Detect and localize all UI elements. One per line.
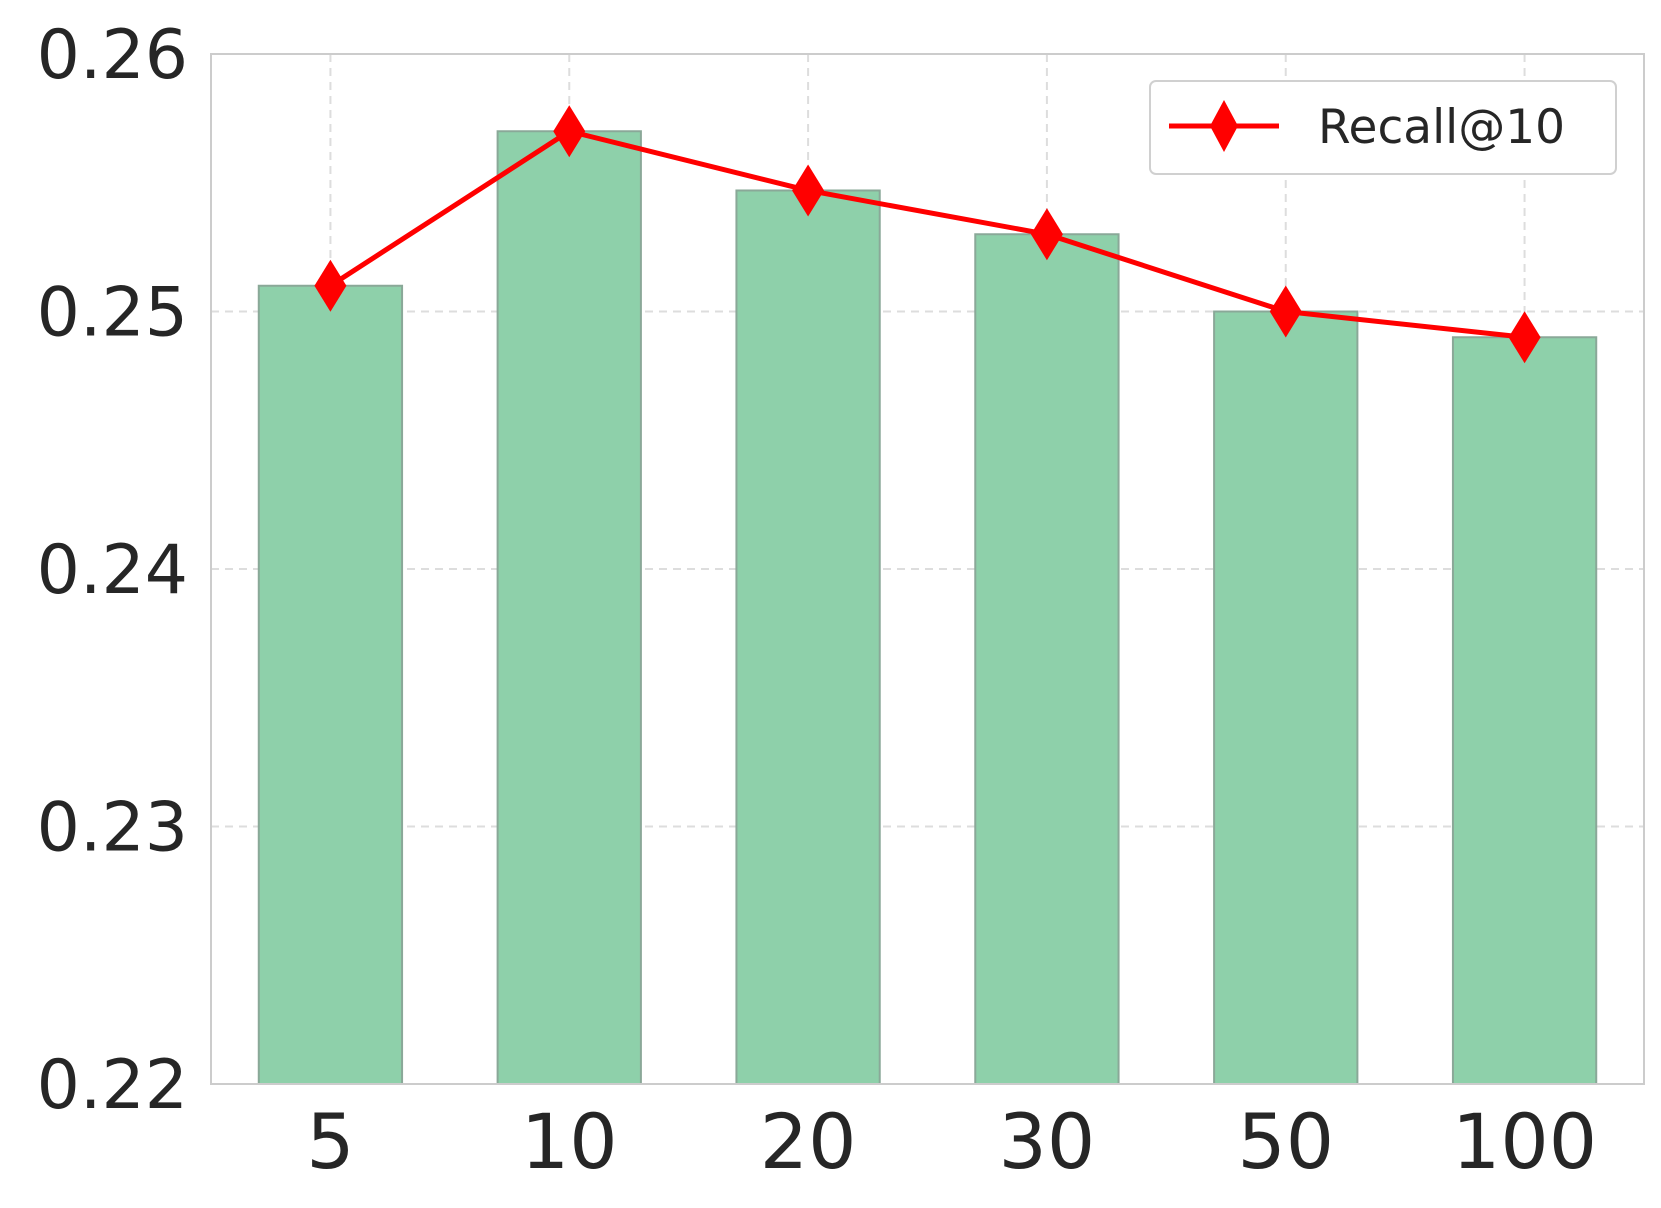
x-tick-label: 100	[1452, 1097, 1597, 1186]
bar-100	[1451, 336, 1598, 1085]
recall-marker-30	[1030, 208, 1063, 261]
plot-frame	[210, 53, 1645, 1085]
x-axis-tick-labels: 5 10 20 30 50 100	[306, 1097, 1597, 1186]
bar-20	[735, 189, 881, 1086]
legend-box	[1149, 80, 1617, 175]
y-tick-label: 0.24	[37, 531, 188, 610]
bar-30	[974, 233, 1120, 1085]
x-tick-label: 50	[1237, 1097, 1334, 1186]
x-tick-label: 20	[760, 1097, 857, 1186]
y-tick-label: 0.26	[37, 16, 188, 95]
legend-diamond-icon	[1210, 100, 1238, 152]
bar-5	[257, 284, 404, 1085]
y-tick-label: 0.25	[37, 274, 188, 353]
recall-line	[329, 128, 1525, 340]
recall-marker-20	[792, 164, 825, 217]
y-tick-label: 0.23	[37, 789, 188, 868]
y-axis-tick-labels: 0.22 0.23 0.24 0.25 0.26	[37, 16, 188, 1125]
legend-label-recall: Recall@10	[1318, 100, 1565, 155]
recall-marker-5	[314, 259, 347, 312]
x-tick-label: 5	[306, 1097, 354, 1186]
x-tick-label: 10	[521, 1097, 618, 1186]
bar-50	[1213, 310, 1359, 1085]
recall-markers	[314, 105, 1541, 364]
x-tick-label: 30	[999, 1097, 1096, 1186]
legend: Recall@10	[1149, 80, 1617, 175]
recall-marker-100	[1508, 311, 1541, 364]
recall-marker-50	[1269, 285, 1302, 338]
bar-10	[496, 130, 642, 1085]
y-tick-label: 0.22	[37, 1046, 188, 1125]
recall-marker-10	[553, 105, 586, 158]
recall-series-line	[329, 128, 1525, 340]
